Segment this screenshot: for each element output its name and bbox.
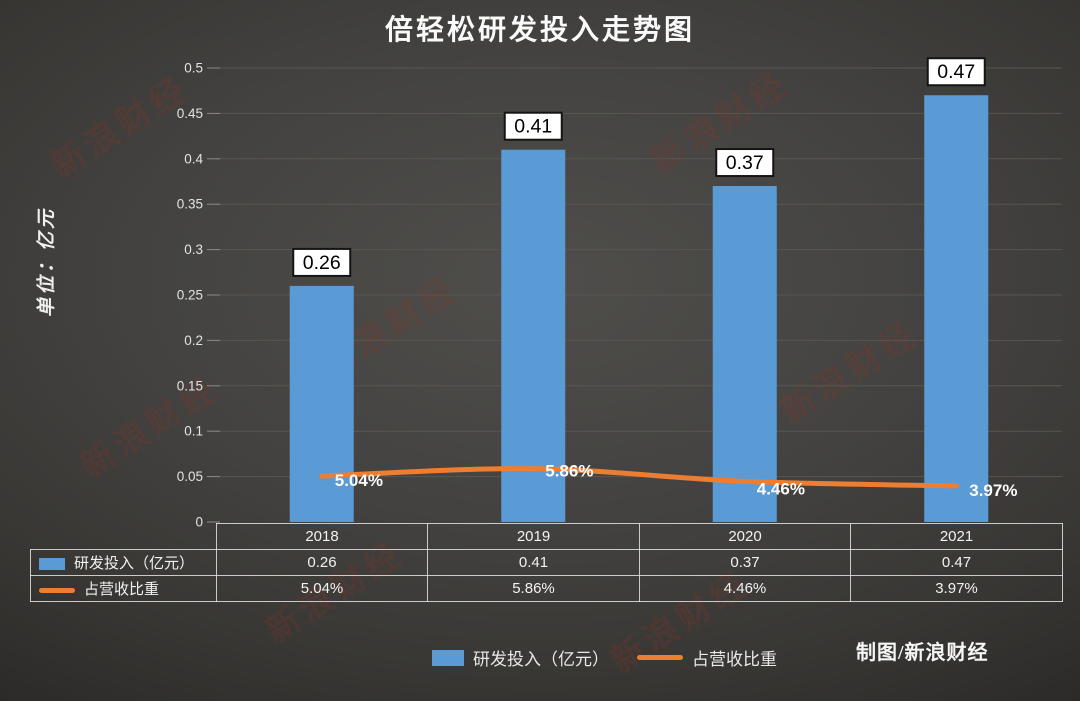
table-row: 研发投入（亿元） 0.26 0.41 0.37 0.47	[30, 549, 1063, 576]
bar-swatch-icon	[432, 649, 464, 666]
y-tick-label: 0.15	[177, 378, 203, 393]
table-row: 2018 2019 2020 2021	[31, 523, 1063, 550]
line-value-label: 3.97%	[969, 481, 1017, 500]
table-cell: 0.26	[216, 549, 428, 576]
data-table: 2018 2019 2020 2021 研发投入（亿元） 0.26 0.41 0.37 0.4…	[30, 523, 1063, 602]
bar-value-box	[503, 111, 563, 141]
trend-line	[319, 466, 959, 489]
line-swatch-icon	[637, 655, 683, 660]
bar-2021	[924, 95, 989, 523]
line-swatch-icon	[39, 587, 75, 593]
bar-value-box	[926, 57, 986, 87]
table-body: 研发投入（亿元） 0.26 0.41 0.37 0.47 占营收比重 5.04% 5.86% 4…	[30, 549, 1063, 602]
line-value-label: 5.04%	[335, 471, 383, 490]
table-cell: 5.04%	[216, 575, 428, 602]
y-tick-label: 0.1	[184, 424, 203, 439]
table-corner-cell	[31, 524, 217, 550]
page-title: 倍轻松研发投入走势图	[384, 15, 695, 46]
legend-label: 占营收比重	[692, 650, 777, 669]
legend-item: 占营收比重	[637, 645, 777, 670]
bar-labels: 0.26 0.41 0.37 0.47	[292, 57, 986, 277]
table-row: 占营收比重 5.04% 5.86% 4.46% 3.97%	[30, 575, 1063, 602]
y-tick-label: 0.4	[184, 151, 203, 166]
y-tick-label: 0.05	[177, 469, 203, 484]
table-cell: 0.41	[427, 549, 640, 576]
chart-legend: 研发投入（亿元） 占营收比重	[432, 645, 777, 670]
table-cell: 3.97%	[850, 575, 1063, 602]
bar-series	[289, 95, 989, 523]
legend-label: 研发投入（亿元）	[473, 650, 609, 669]
table-cell: 0.47	[850, 549, 1063, 576]
bar-value-label: 0.26	[303, 252, 341, 274]
table-year-header: 2021	[850, 523, 1063, 550]
table-cell: 4.46%	[639, 575, 851, 602]
bar-value-box	[715, 148, 775, 178]
table-cell: 0.37	[639, 549, 851, 576]
bar-value-label: 0.41	[514, 116, 552, 138]
bar-value-box	[292, 247, 352, 277]
line-value-label: 4.46%	[757, 479, 805, 498]
y-tick-label: 0.25	[177, 288, 203, 303]
y-tick-label: 0.2	[184, 333, 203, 348]
line-series: 5.04% 5.86% 4.46% 3.97%	[319, 462, 1017, 500]
bar-value-label: 0.37	[726, 152, 764, 174]
table-row-label: 研发投入（亿元）	[30, 549, 217, 576]
credit-text: 制图/新浪财经	[856, 642, 989, 664]
bar-2020	[712, 186, 777, 523]
y-tick-label: 0.45	[177, 106, 203, 121]
y-tick-label: 0.3	[184, 242, 203, 257]
y-tick-label: 0	[195, 515, 203, 530]
table-cell: 5.86%	[427, 575, 640, 602]
table-row-label: 占营收比重	[30, 575, 217, 602]
y-tick-label: 0.35	[177, 197, 203, 212]
bar-2019	[501, 149, 566, 522]
y-tick-label: 0.5	[184, 61, 203, 76]
bar-2018	[289, 285, 354, 522]
table-year-header: 2018	[216, 523, 428, 550]
table-year-header: 2019	[427, 523, 640, 550]
bar-swatch-icon	[39, 558, 65, 571]
line-value-label: 5.86%	[545, 462, 593, 481]
table-header: 2018 2019 2020 2021	[31, 523, 1063, 550]
legend-item: 研发投入（亿元）	[432, 645, 609, 670]
table-year-header: 2020	[639, 523, 851, 550]
plot-area: 0 0.05 0.1 0.15 0.2 0.25 0.3 0.35 0.4 0.45 0.5 5.04…	[177, 57, 1062, 530]
bar-value-label: 0.47	[937, 61, 975, 83]
